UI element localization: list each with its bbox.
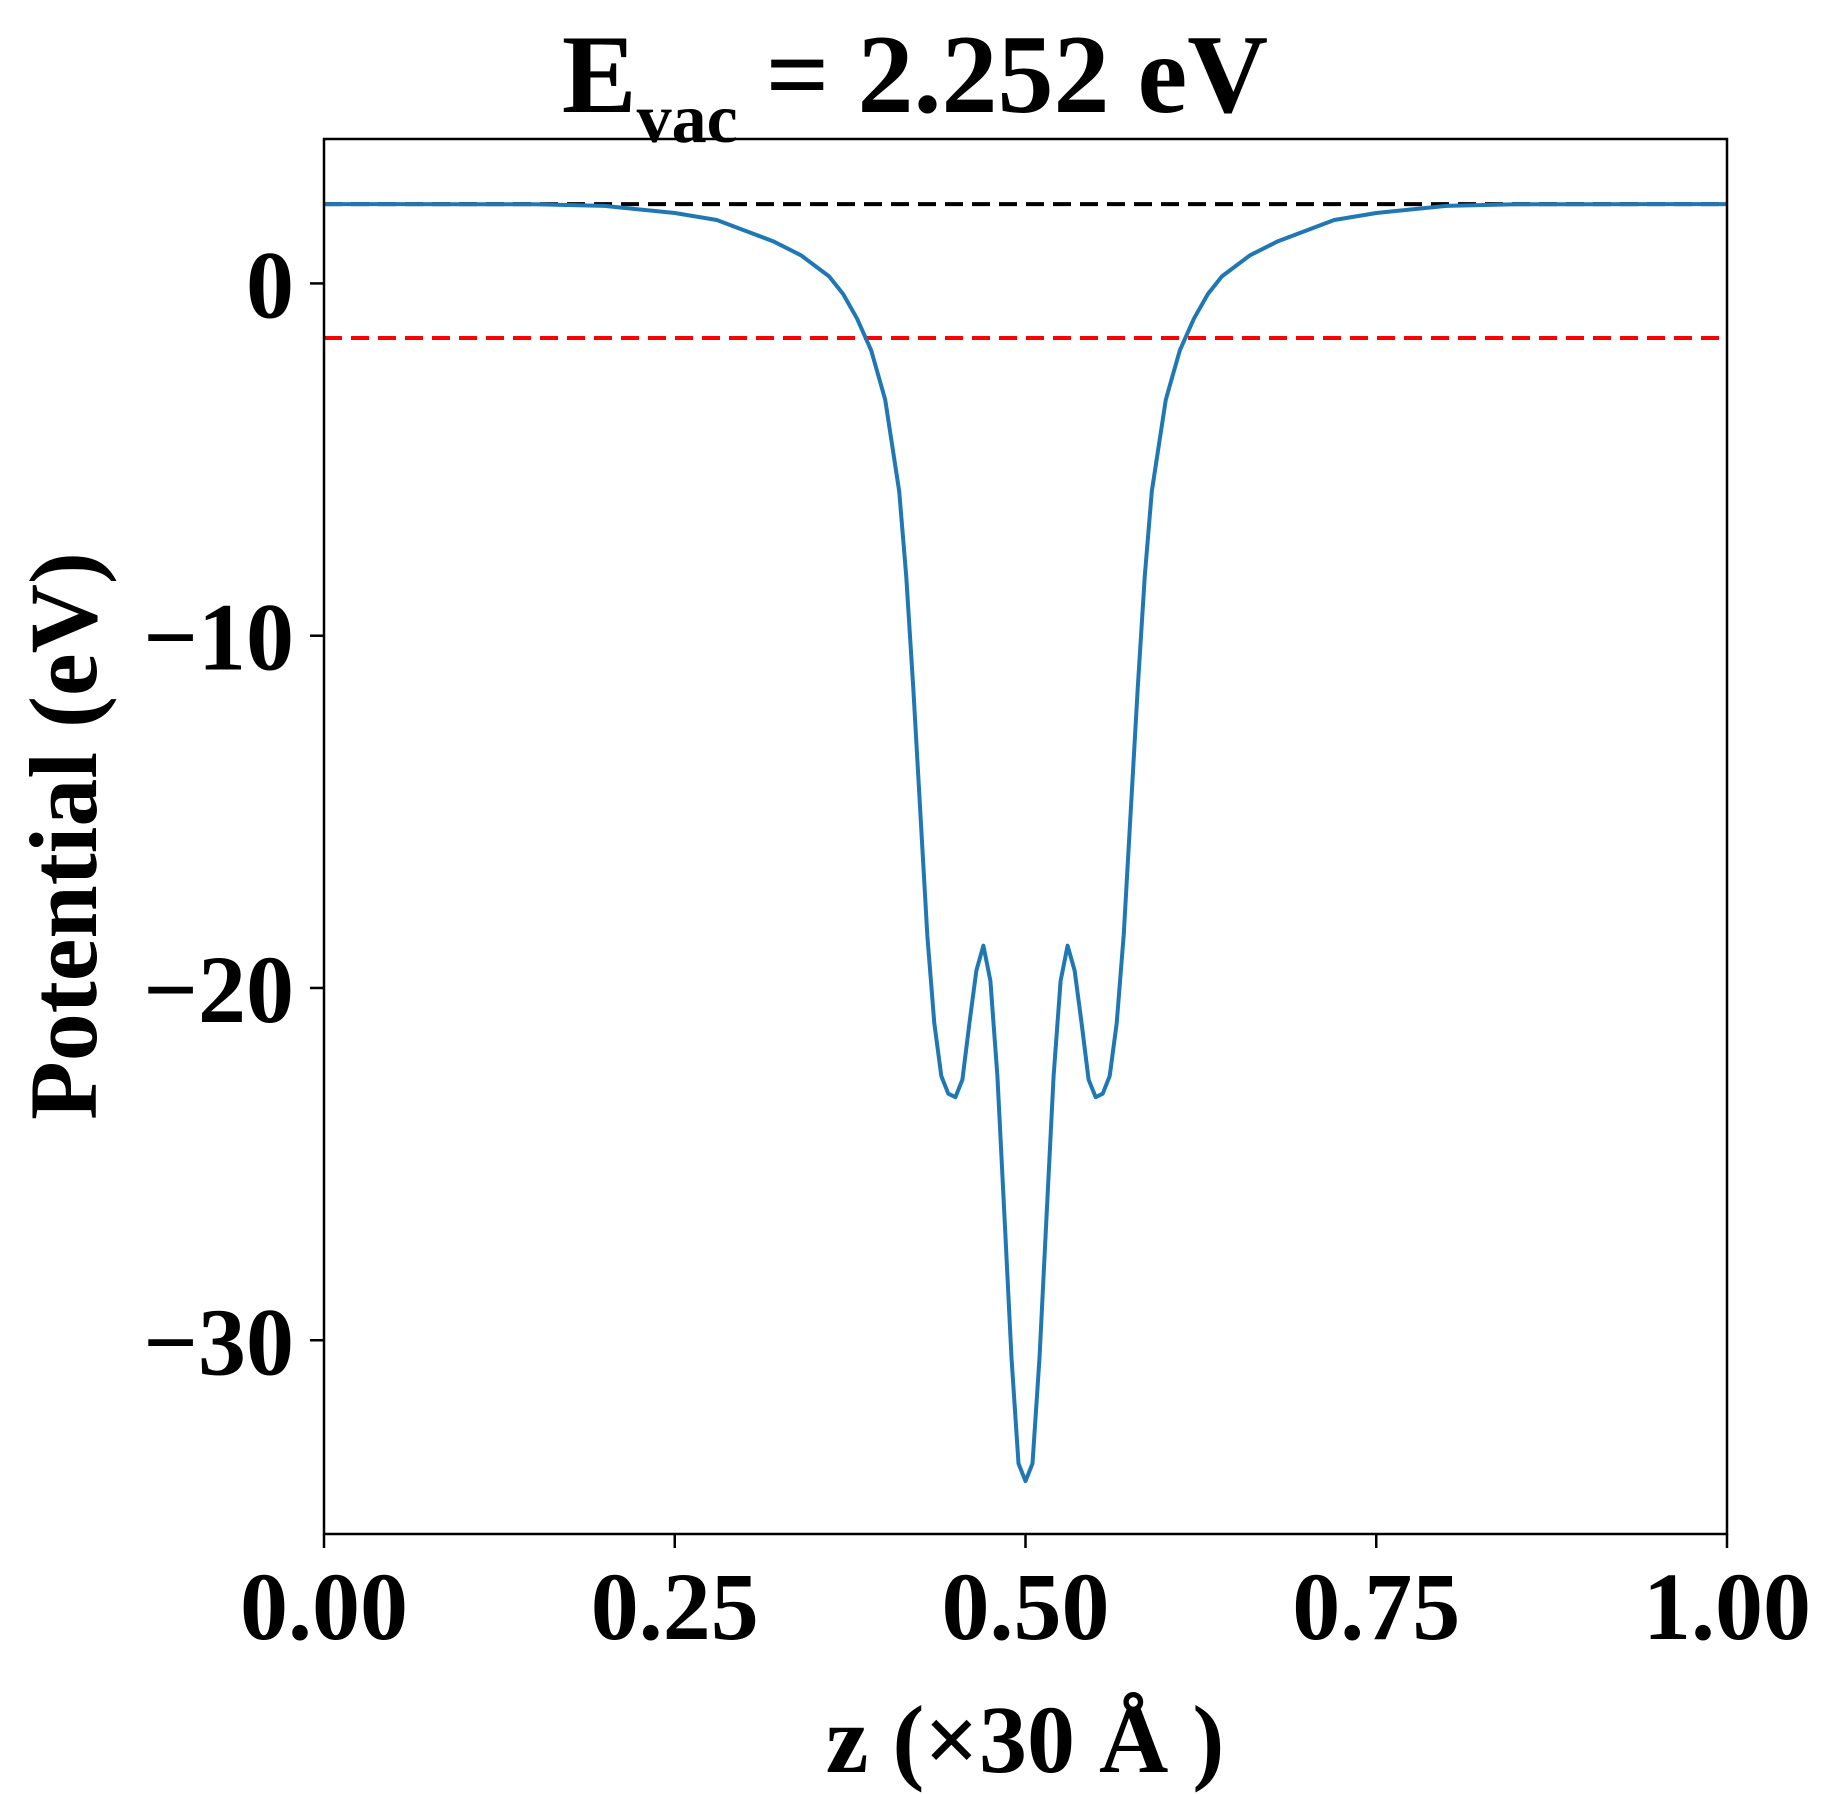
chart-title: Evac = 2.252 eV <box>562 13 1268 158</box>
x-tick-label-2: 0.50 <box>942 1553 1110 1660</box>
chart-title-subscript: vac <box>637 81 738 158</box>
chart-title-main: E <box>562 13 637 137</box>
reference-lines <box>324 202 1727 341</box>
y-tick-label-3: −30 <box>143 1288 294 1395</box>
x-tick-label-1: 0.25 <box>591 1553 759 1660</box>
plot-area <box>322 137 1729 1536</box>
y-tick-label-1: −10 <box>143 584 294 691</box>
x-tick-label-3: 0.75 <box>1292 1553 1460 1660</box>
y-tick-label-2: −20 <box>143 936 294 1043</box>
chart-title-rest: = 2.252 eV <box>738 13 1268 137</box>
x-axis-label: z (×30 Å ) <box>826 1686 1225 1793</box>
y-axis-ticks: 0 −10 −20 −30 <box>143 231 324 1395</box>
series-line-0 <box>324 202 1727 1484</box>
y-axis-label: Potential (eV) <box>10 552 117 1120</box>
plot-frame <box>322 137 1729 1536</box>
x-axis-ticks: 0.00 0.25 0.50 0.75 1.00 <box>240 1534 1811 1660</box>
x-tick-label-0: 0.00 <box>240 1553 408 1660</box>
y-tick-label-0: 0 <box>246 231 294 338</box>
series-layer <box>324 202 1727 1484</box>
x-tick-label-4: 1.00 <box>1643 1553 1811 1660</box>
